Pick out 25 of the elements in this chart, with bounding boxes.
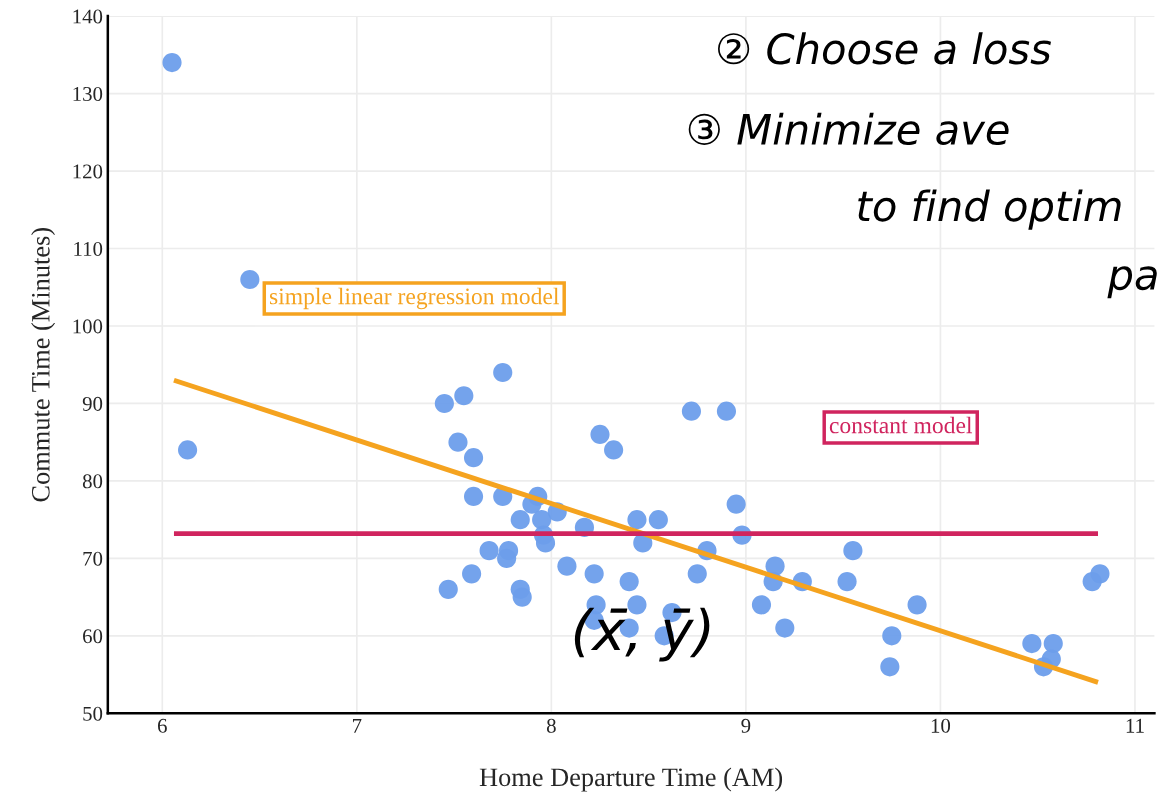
x-tick-label: 11 — [1126, 718, 1144, 733]
annotation: simple linear regression model — [269, 287, 559, 310]
x-tick-label: 7 — [352, 718, 362, 733]
annotation: ② Choose a loss — [718, 32, 1051, 65]
annotation: pa — [1107, 266, 1157, 299]
y-tick-label: 80 — [82, 474, 103, 489]
y-tick-label: 50 — [83, 706, 103, 721]
x-axis-title: Home Departure Time (AM) — [479, 767, 783, 792]
y-tick-label: 120 — [73, 164, 103, 179]
x-tick-label: 8 — [546, 718, 556, 733]
y-tick-label: 60 — [83, 629, 103, 644]
y-tick-label: 140 — [73, 9, 103, 24]
annotation: to find optim — [858, 189, 1121, 230]
x-tick-label: 9 — [741, 718, 751, 733]
y-tick-label: 110 — [74, 241, 103, 256]
y-axis-title: Commute Time (Minutes) — [31, 228, 56, 502]
y-tick-label: 130 — [73, 86, 103, 102]
annotation: constant model — [829, 416, 973, 434]
x-tick-label: 10 — [931, 718, 951, 733]
annotation: (x̄, ȳ) — [574, 607, 710, 662]
annotation: ③ Minimize ave — [688, 112, 1009, 146]
x-tick-label: 6 — [157, 718, 167, 733]
y-tick-label: 90 — [82, 396, 103, 411]
y-tick-label: 70 — [83, 551, 103, 566]
y-tick-label: 100 — [73, 319, 103, 334]
